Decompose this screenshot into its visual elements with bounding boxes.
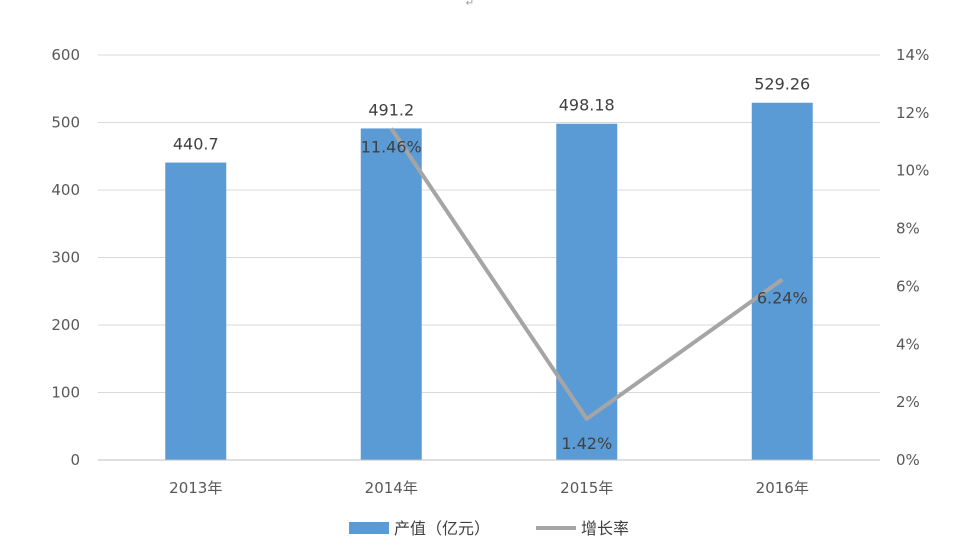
line-data-label: 1.42% (561, 434, 612, 453)
left-tick-label: 100 (51, 384, 80, 402)
x-tick-label: 2016年 (756, 479, 809, 497)
right-tick-label: 2% (896, 393, 920, 411)
left-tick-label: 300 (51, 249, 80, 267)
left-tick-label: 500 (51, 114, 80, 132)
stray-mark: ↵ (466, 0, 474, 9)
right-tick-label: 10% (896, 162, 929, 180)
right-tick-label: 14% (896, 46, 929, 64)
legend-swatch-bar (349, 522, 389, 534)
right-axis: 0% 2% 4% 6% 8% 10% 12% 14% (896, 46, 929, 469)
right-tick-label: 0% (896, 451, 920, 469)
right-tick-label: 4% (896, 335, 920, 353)
x-tick-label: 2015年 (560, 479, 613, 497)
legend: 产值（亿元） 增长率 (349, 519, 629, 538)
left-tick-label: 600 (51, 46, 80, 64)
bar (556, 123, 618, 460)
gridlines (98, 54, 880, 393)
growth-line (389, 127, 784, 421)
line-data-label: 6.24% (757, 288, 808, 307)
bar-series: 440.7 491.2 498.18 529.26 (165, 75, 813, 460)
right-tick-label: 8% (896, 220, 920, 238)
x-axis: 2013年 2014年 2015年 2016年 (98, 459, 880, 497)
legend-label-line: 增长率 (581, 519, 629, 538)
bar-data-label: 498.18 (559, 96, 615, 115)
line-series: 11.46% 1.42% 6.24% (361, 127, 808, 453)
bar (165, 162, 227, 460)
x-tick-label: 2013年 (169, 479, 222, 497)
left-tick-label: 200 (51, 316, 80, 334)
bar (360, 128, 422, 460)
left-tick-label: 0 (70, 451, 80, 469)
x-tick-label: 2014年 (365, 479, 418, 497)
right-tick-label: 6% (896, 277, 920, 295)
bar-data-label: 491.2 (368, 100, 414, 119)
left-axis: 0 100 200 300 400 500 600 (51, 46, 80, 469)
left-tick-label: 400 (51, 181, 80, 199)
legend-label-bar: 产值（亿元） (394, 519, 490, 538)
bar-data-label: 440.7 (173, 135, 219, 154)
right-tick-label: 12% (896, 104, 929, 122)
bar-data-label: 529.26 (754, 75, 810, 94)
line-data-label: 11.46% (361, 137, 422, 156)
